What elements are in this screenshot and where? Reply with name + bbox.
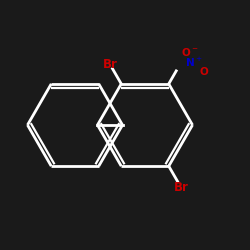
Text: O: O	[200, 67, 208, 77]
Text: N$^+$: N$^+$	[185, 56, 202, 69]
Text: Br: Br	[174, 181, 189, 194]
Text: O$^-$: O$^-$	[181, 46, 199, 58]
Text: Br: Br	[102, 58, 118, 71]
